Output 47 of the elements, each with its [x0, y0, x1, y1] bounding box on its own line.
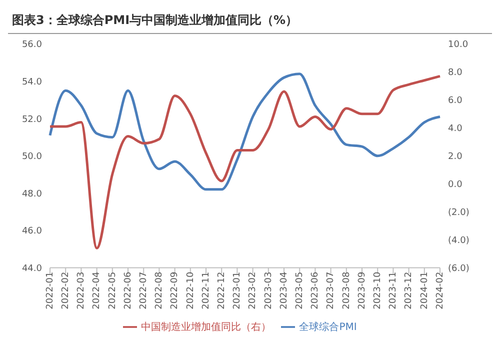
y2-tick-label: 4.0: [448, 124, 463, 134]
x-tick-label: 2023-01: [232, 272, 243, 310]
y2-tick-label: 0.0: [448, 180, 463, 190]
x-tick-label: 2022-02: [60, 272, 71, 310]
x-tick-label: 2022-01: [45, 272, 56, 310]
x-tick-label: 2022-08: [154, 271, 165, 310]
x-tick-label: 2023-06: [310, 271, 321, 310]
legend-label: 全球综合PMI: [299, 322, 357, 333]
x-tick-label: 2022-06: [123, 271, 134, 310]
x-tick-label: 2022-12: [216, 272, 227, 310]
y-tick-label: 52.0: [22, 114, 42, 125]
y-tick-label: 56.0: [22, 40, 42, 50]
x-tick-label: 2024-02: [435, 272, 446, 310]
x-tick-label: 2022-09: [170, 271, 180, 310]
line-series: [48, 74, 442, 250]
y-tick-label: 46.0: [22, 226, 42, 237]
x-tick-label: 2023-08: [342, 271, 352, 310]
x-tick-label: 2023-05: [294, 272, 305, 310]
legend-label: 中国制造业增加值同比（右）: [141, 322, 272, 333]
x-tick-label: 2023-09: [357, 271, 368, 310]
y2-tick-label: 10.0: [448, 40, 468, 50]
x-tick-label: 2023-11: [388, 272, 399, 310]
y-tick-label: 54.0: [22, 77, 42, 88]
x-tick-label: 2023-07: [326, 272, 336, 310]
y-tick-label: 44.0: [22, 264, 42, 274]
x-tick-label: 2023-12: [404, 272, 414, 310]
x-tick-label: 2023-02: [248, 272, 258, 310]
y-tick-label: 48.0: [22, 189, 42, 200]
x-tick-label: 2022-11: [201, 272, 212, 310]
x-tick-label: 2023-04: [279, 271, 290, 310]
y2-tick-label: (4.0): [448, 236, 470, 246]
x-tick-label: 2022-03: [76, 272, 87, 310]
line-series: [48, 72, 442, 191]
y2-tick-label: 2.0: [448, 152, 463, 162]
x-tick-label: 2023-10: [372, 271, 383, 310]
x-tick-label: 2022-10: [186, 271, 196, 310]
y2-tick-label: 8.0: [448, 68, 463, 78]
x-tick-label: 2022-07: [138, 272, 149, 310]
y2-tick-label: 6.0: [448, 96, 463, 106]
y2-tick-label: (2.0): [448, 208, 470, 218]
y2-tick-label: (6.0): [448, 264, 470, 274]
x-tick-label: 2024-01: [420, 272, 430, 310]
x-tick-label: 2023-03: [264, 272, 274, 310]
chart-title: 图表3：全球综合PMI与中国制造业增加值同比（%）: [8, 8, 492, 34]
x-tick-label: 2022-05: [108, 272, 118, 310]
y-tick-label: 50.0: [22, 152, 42, 162]
x-tick-label: 2022-04: [92, 271, 102, 310]
